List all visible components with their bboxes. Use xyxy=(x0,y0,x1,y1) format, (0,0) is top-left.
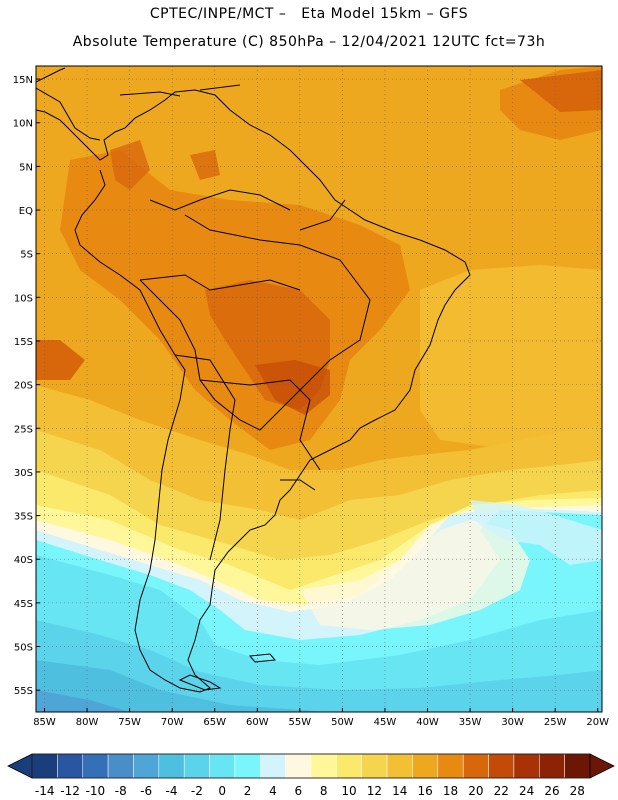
lon-tick-label: 85W xyxy=(33,717,56,728)
colorbar-label: 10 xyxy=(341,784,356,798)
lon-tick-label: 70W xyxy=(161,717,184,728)
chart-title-variable: Absolute Temperature (C) 850hPa – 12/04/… xyxy=(72,34,546,50)
lat-tick-label: 55S xyxy=(14,686,33,697)
lon-tick-label: 50W xyxy=(331,717,354,728)
colorbar-arrow-high xyxy=(589,753,615,779)
colorbar-label: -14 xyxy=(35,784,55,798)
lat-tick-label: 30S xyxy=(14,468,33,479)
colorbar-swatch xyxy=(158,753,185,779)
temperature-field xyxy=(36,66,602,712)
colorbar-label: 0 xyxy=(218,784,226,798)
colorbar-label: -12 xyxy=(60,784,80,798)
colorbar-arrow-low xyxy=(7,753,33,779)
colorbar-label: 22 xyxy=(494,784,509,798)
lon-tick-label: 25W xyxy=(544,717,567,728)
colorbar-swatch xyxy=(57,753,83,779)
lat-tick-label: 15N xyxy=(13,75,33,86)
lon-tick-label: 60W xyxy=(246,717,269,728)
colorbar-swatch xyxy=(336,753,362,779)
colorbar-label: 18 xyxy=(443,784,458,798)
lat-tick-label: 20S xyxy=(14,381,33,392)
colorbar-swatch xyxy=(82,753,109,779)
colorbar-swatch xyxy=(361,753,388,779)
colorbar-swatch xyxy=(564,753,591,779)
colorbar: -14 -12 -10 -8 -6 -4 -2 0 2 4 6 8 10 12 14 16 18 20 22 24 26… xyxy=(7,753,615,798)
colorbar-swatch xyxy=(462,753,489,779)
colorbar-label: -10 xyxy=(86,784,106,798)
lat-tick-label: 5N xyxy=(19,162,33,173)
colorbar-border xyxy=(31,753,591,779)
colorbar-swatch xyxy=(437,753,464,779)
colorbar-label: -6 xyxy=(140,784,152,798)
colorbar-swatch xyxy=(412,753,439,779)
colorbar-label: 20 xyxy=(468,784,483,798)
lon-tick-label: 30W xyxy=(501,717,524,728)
colorbar-swatch xyxy=(285,753,312,779)
colorbar-label: 6 xyxy=(294,784,302,798)
lat-tick-label: 50S xyxy=(14,643,33,654)
lon-tick-label: 45W xyxy=(374,717,397,728)
lat-tick-label: 10N xyxy=(13,119,33,130)
colorbar-label: -4 xyxy=(166,784,178,798)
lat-tick-label: 25S xyxy=(14,424,33,435)
colorbar-swatch xyxy=(488,753,515,779)
longitude-labels: 85W 80W 75W 70W 65W 60W 55W 50W 45W 40W 35W 30W 25W 2… xyxy=(33,708,609,728)
colorbar-label: -2 xyxy=(191,784,203,798)
colorbar-swatch xyxy=(234,753,261,779)
map-frame xyxy=(35,65,603,713)
colorbar-label: -8 xyxy=(115,784,127,798)
colorbar-label: 24 xyxy=(519,784,534,798)
colorbar-swatch xyxy=(209,753,236,779)
lon-tick-label: 75W xyxy=(118,717,141,728)
lat-tick-label: 45S xyxy=(14,599,33,610)
colorbar-swatch xyxy=(31,753,58,779)
lat-tick-label: EQ xyxy=(19,206,33,217)
lon-tick-label: 55W xyxy=(289,717,312,728)
lon-tick-label: 65W xyxy=(203,717,226,728)
colorbar-label: 26 xyxy=(544,784,559,798)
colorbar-label: 28 xyxy=(570,784,585,798)
colorbar-label: 16 xyxy=(417,784,432,798)
colorbar-swatch xyxy=(539,753,565,779)
continent-outline xyxy=(36,67,471,693)
colorbar-swatch xyxy=(107,753,134,779)
colorbar-swatch xyxy=(386,753,413,779)
lat-tick-label: 40S xyxy=(14,555,33,566)
colorbar-label: 12 xyxy=(367,784,382,798)
colorbar-label: 4 xyxy=(269,784,277,798)
lat-tick-label: 35S xyxy=(14,512,33,523)
chart-title-source: CPTEC/INPE/MCT – Eta Model 15km – GFS xyxy=(149,6,469,22)
colorbar-swatch xyxy=(260,753,286,779)
lat-tick-label: 5S xyxy=(20,250,33,261)
lat-tick-label: 10S xyxy=(14,293,33,304)
colorbar-label: 14 xyxy=(392,784,407,798)
lat-tick-label: 15S xyxy=(14,337,33,348)
latitude-labels: 15N 10N 5N EQ 5S 10S 15S 20S 25S 30S 35S 40S 45S 50S 5… xyxy=(13,75,40,697)
colorbar-label: 2 xyxy=(244,784,252,798)
colorbar-swatch xyxy=(133,753,160,779)
lon-tick-label: 35W xyxy=(459,717,482,728)
lon-tick-label: 40W xyxy=(416,717,439,728)
colorbar-label: 8 xyxy=(320,784,328,798)
lon-tick-label: 80W xyxy=(76,717,99,728)
colorbar-swatch xyxy=(513,753,540,779)
colorbar-swatch xyxy=(183,753,210,779)
colorbar-swatch xyxy=(310,753,337,779)
lon-tick-label: 20W xyxy=(586,717,609,728)
